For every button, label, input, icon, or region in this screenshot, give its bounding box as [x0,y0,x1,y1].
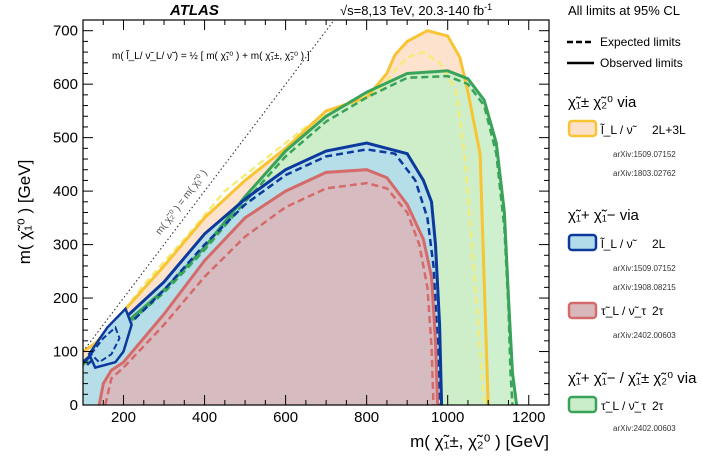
y-tick-label: 400 [53,183,78,200]
legend-group-1-title: χ̃₁± χ̃₂⁰ via [568,94,637,111]
energy-lumi-text: √s=8,13 TeV, 20.3-140 fb [340,3,484,18]
legend-entry-mix-ref-1: arXiv:2402.00603 [613,424,676,433]
legend-entry-mix-label: τ̃_L / ν̃_τ [601,399,646,413]
expected-line-l3 [110,50,486,405]
contour-fills [83,30,517,405]
y-tick-label: 300 [53,237,78,254]
x-tick-label: 400 [192,409,217,426]
legend-swatch-l3 [567,119,598,138]
x-tick-label: 600 [273,409,298,426]
legend-entry-l3-label: l̃_L / ν̃ [599,122,637,137]
x-tick-label: 1200 [512,409,545,426]
legend-observed-label: Observed limits [600,56,683,70]
atlas-label: ATLAS [169,2,219,19]
energy-lumi-sup: -1 [484,2,492,12]
legend: All limits at 95% CL Expected limits Obs… [567,3,697,433]
observed-line-l2 [83,141,444,405]
y-axis-label: m( χ̃₁⁰ ) [GeV] [15,160,34,265]
legend-swatch-tau [567,301,598,320]
energy-lumi-label: √s=8,13 TeV, 20.3-140 fb-1 [340,2,492,18]
plot-area [83,20,519,405]
x-tick-label: 200 [111,409,136,426]
y-tick-label: 100 [53,344,78,361]
y-tick-label: 200 [53,290,78,307]
legend-entry-l3-ref-1: arXiv:1509.07152 [613,150,676,159]
x-tick-label: 1000 [431,409,464,426]
legend-entry-l2-channel: 2L [652,237,666,251]
legend-swatch-mix [567,395,598,414]
legend-header: All limits at 95% CL [568,3,680,18]
legend-entry-l2-ref-2: arXiv:1908.08215 [613,283,676,292]
legend-entry-l3-ref-2: arXiv:1803.02762 [613,169,676,178]
legend-entry-l3-channel: 2L+3L [652,123,686,137]
y-tick-label: 0 [70,397,78,414]
island-observed-l2 [87,306,133,370]
legend-group-2-title: χ̃₁+ χ̃₁− via [568,207,640,224]
x-tick-label: 800 [354,409,379,426]
y-tick-label: 600 [53,76,78,93]
kinematic-diagonal-line [83,20,335,352]
observed-line-tau [97,168,440,405]
legend-entry-tau-ref-1: arXiv:2402.00603 [613,331,676,340]
island-expected-l2 [89,325,121,364]
legend-entry-l2-label: l̃_L / ν̃ [599,236,637,251]
legend-entry-tau-channel: 2τ [652,304,664,318]
mass-relation-annotation: m( l̃_L/ ν̃_L/ ν̃ ) = ½ [ m( χ̃₁⁰ ) + m(… [112,49,310,62]
legend-group-3-title: χ̃₁+ χ̃₁− / χ̃₁± χ̃₂⁰ via [568,370,697,387]
y-tick-label: 500 [53,130,78,147]
legend-swatch-l2 [567,233,598,252]
contour-lines [83,29,519,405]
legend-entry-l2-ref-1: arXiv:1509.07152 [613,264,676,273]
legend-entry-tau-label: τ̃_L / ν̃_τ [601,304,646,318]
y-tick-label: 700 [53,23,78,40]
legend-expected-label: Expected limits [600,35,681,49]
fill-region-tau [83,169,438,405]
expected-line-tau [104,181,435,405]
x-axis-label: m( χ̃₁±, χ̃₂⁰ ) [GeV] [410,432,549,451]
axis-ticks: 200 400 600 800 1000 1200 0 100 200 300 400 500 600 7… [53,19,550,426]
observed-line-l3 [83,29,490,405]
legend-entry-mix-channel: 2τ [652,399,664,413]
